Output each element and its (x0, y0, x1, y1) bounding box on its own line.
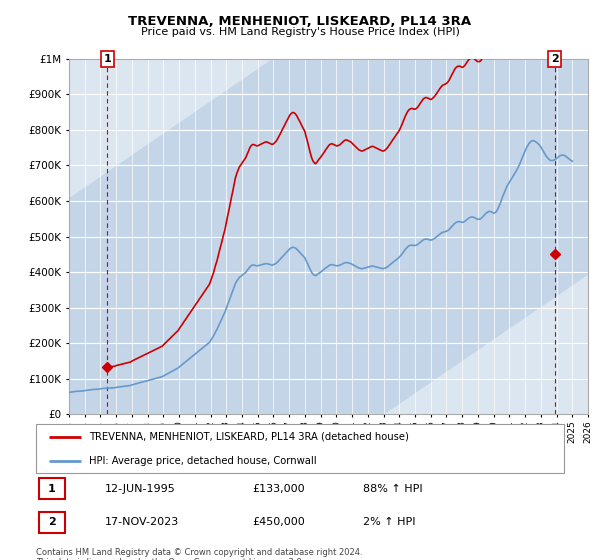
FancyBboxPatch shape (38, 478, 65, 499)
Text: 12-JUN-1995: 12-JUN-1995 (104, 484, 175, 493)
Text: 1: 1 (103, 54, 111, 64)
Text: 17-NOV-2023: 17-NOV-2023 (104, 517, 179, 527)
FancyBboxPatch shape (36, 424, 564, 473)
Text: TREVENNA, MENHENIOT, LISKEARD, PL14 3RA: TREVENNA, MENHENIOT, LISKEARD, PL14 3RA (128, 15, 472, 28)
Text: HPI: Average price, detached house, Cornwall: HPI: Average price, detached house, Corn… (89, 456, 316, 466)
Text: 2% ↑ HPI: 2% ↑ HPI (364, 517, 416, 527)
Text: TREVENNA, MENHENIOT, LISKEARD, PL14 3RA (detached house): TREVENNA, MENHENIOT, LISKEARD, PL14 3RA … (89, 432, 409, 442)
Text: Price paid vs. HM Land Registry's House Price Index (HPI): Price paid vs. HM Land Registry's House … (140, 27, 460, 37)
Text: Contains HM Land Registry data © Crown copyright and database right 2024.
This d: Contains HM Land Registry data © Crown c… (36, 548, 362, 560)
Text: £450,000: £450,000 (253, 517, 305, 527)
FancyBboxPatch shape (38, 512, 65, 533)
Text: 1: 1 (48, 484, 56, 493)
Text: 2: 2 (48, 517, 56, 527)
Text: £133,000: £133,000 (253, 484, 305, 493)
Text: 2: 2 (551, 54, 559, 64)
Text: 88% ↑ HPI: 88% ↑ HPI (364, 484, 423, 493)
